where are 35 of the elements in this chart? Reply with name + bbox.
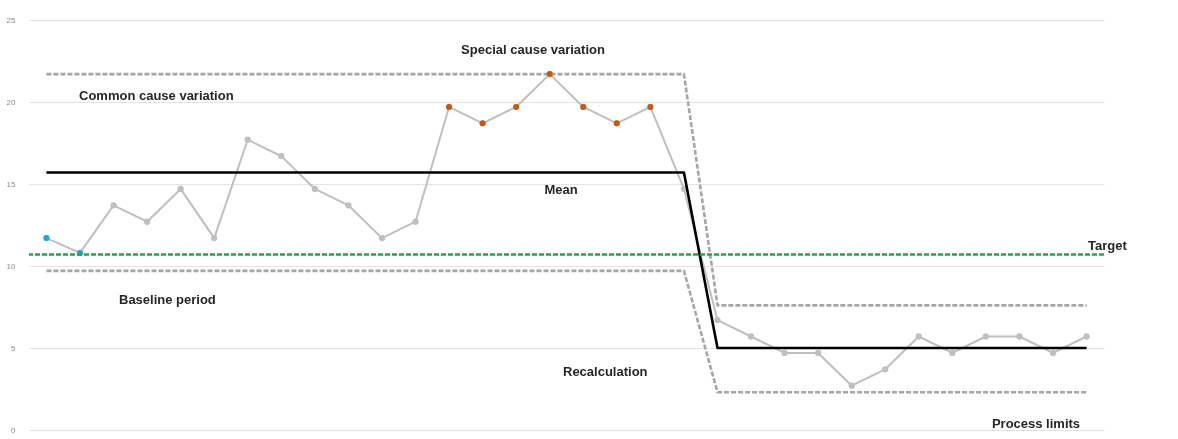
point [412,218,419,225]
point [781,349,788,357]
point [949,349,956,357]
point [747,333,755,340]
point [278,152,285,160]
point [177,185,184,193]
y-tick-label: 25 [6,15,17,25]
y-tick-label: 15 [6,179,17,189]
y-tick-label: 5 [11,343,17,353]
point [848,382,855,389]
annotation: Common cause variation [79,88,234,103]
point [1083,333,1090,340]
annotation: Mean [544,182,578,197]
annotation: Process limits [991,416,1081,431]
point [311,185,319,193]
point [982,333,990,340]
point [211,234,218,242]
point [244,136,251,143]
y-tick-label: 0 [11,425,17,435]
point [143,218,151,225]
point [882,366,889,373]
point [814,349,822,357]
y-tick-label: 10 [6,261,17,271]
point [915,333,922,340]
point [714,316,721,324]
annotation: Baseline period [119,292,216,307]
y-tick-label: 20 [6,97,17,107]
point [345,202,352,209]
point [1016,333,1023,340]
annotation: Special cause variation [461,42,605,57]
point [378,234,386,242]
ref-line-label: Target [1088,237,1128,253]
point [1049,349,1057,357]
annotation: Recalculation [563,364,648,379]
point [110,202,117,209]
